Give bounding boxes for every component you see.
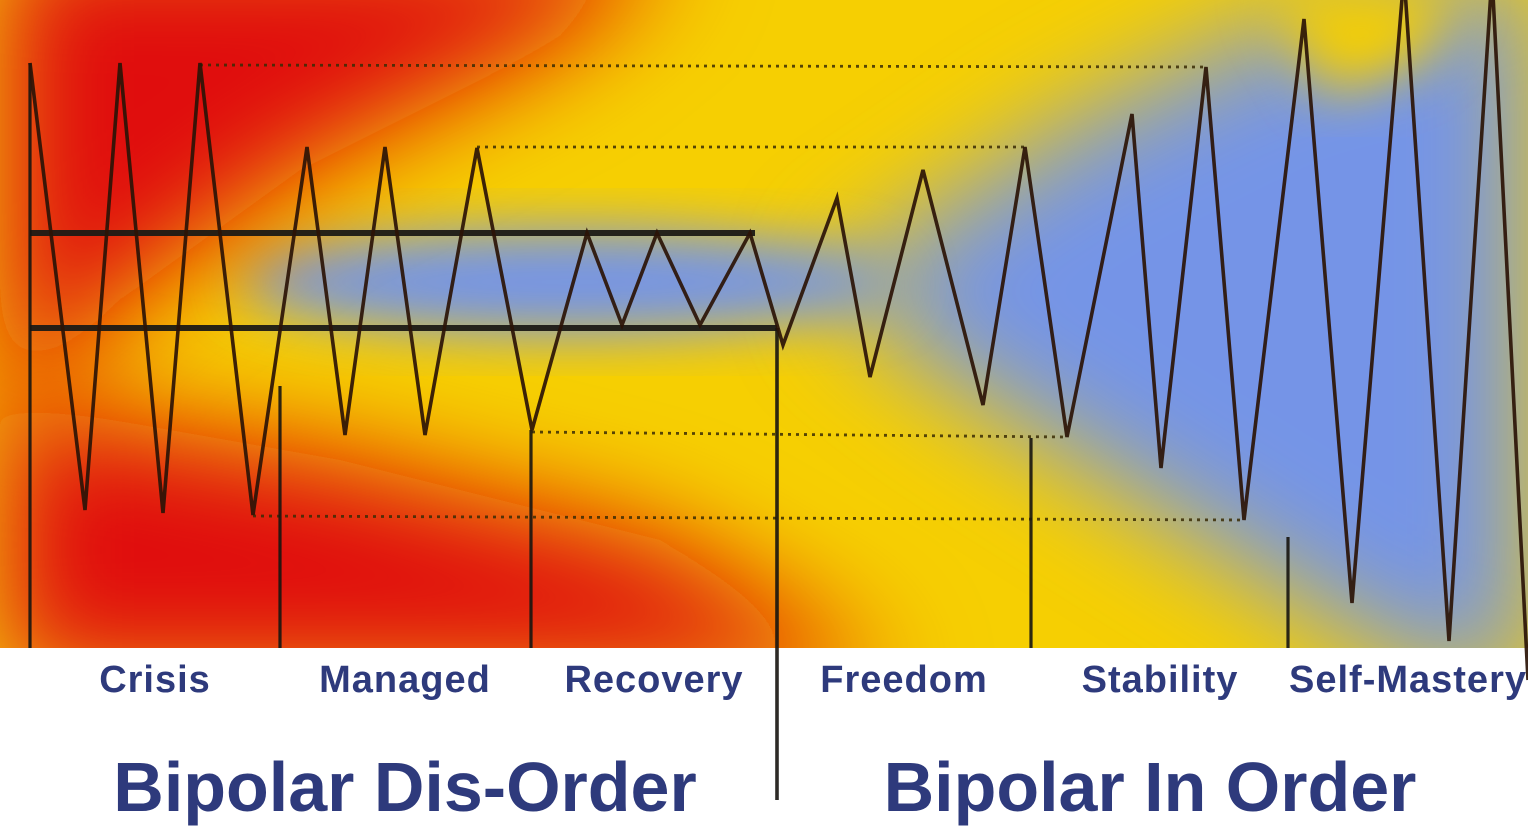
dotted-envelope-line-4 [252, 514, 1245, 522]
mood-cycle-diagram [0, 0, 1528, 800]
gradient-background [0, 0, 1528, 648]
blue-band-tongue [240, 230, 900, 334]
bottom-white-strip [0, 648, 1528, 800]
line-work [28, 0, 1528, 800]
red-crisis-region-top [0, 0, 608, 430]
dotted-envelope-line-3 [531, 430, 1067, 439]
mood-zigzag-line [28, 0, 1528, 681]
red-crisis-region-bottom [0, 400, 846, 648]
blue-stability-region [830, 0, 1528, 648]
